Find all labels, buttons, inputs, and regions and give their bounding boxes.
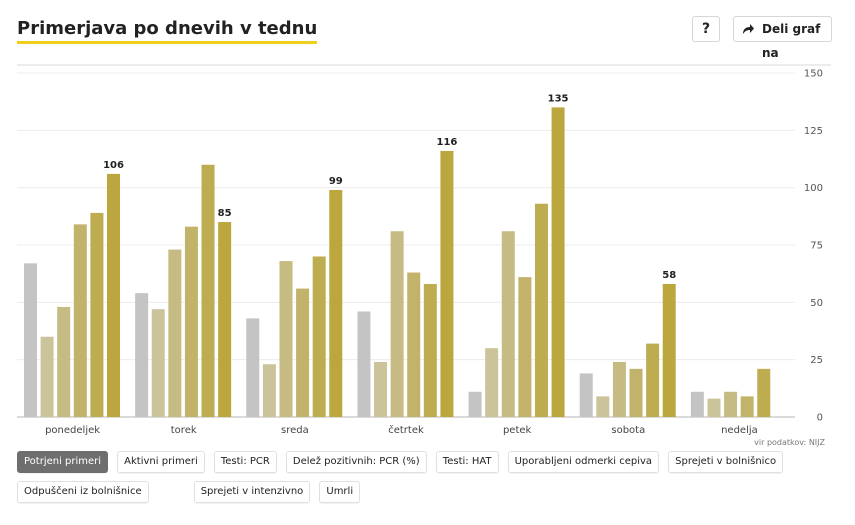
bar [757, 368, 771, 417]
tab-umrli[interactable]: Umrli [319, 481, 361, 503]
bar [184, 226, 198, 417]
bar [518, 277, 532, 417]
bar [485, 348, 499, 417]
bar [534, 203, 548, 417]
share-arrow-icon [742, 17, 754, 49]
y-tick-label: 150 [804, 69, 823, 80]
bar [201, 164, 215, 417]
tab-delez-pozitivnih-pcr[interactable]: Delež pozitivnih: PCR (%) [285, 451, 427, 473]
bar [151, 309, 165, 417]
bar [662, 283, 676, 417]
bar [724, 391, 738, 417]
tab-testi-hat[interactable]: Testi: HAT [435, 451, 499, 473]
x-tick-label: četrtek [388, 424, 424, 436]
y-tick-label: 50 [810, 298, 823, 309]
tab-aktivni-primeri[interactable]: Aktivni primeri [117, 451, 205, 473]
data-label: 99 [329, 176, 343, 187]
bar [707, 398, 721, 417]
bar [312, 256, 326, 417]
bar [24, 263, 37, 417]
bar [579, 373, 593, 417]
bar [168, 249, 182, 417]
bar [135, 293, 149, 417]
chart-title: Primerjava po dnevih v tednu [17, 18, 318, 44]
share-button-label: Deli graf na [762, 22, 821, 60]
chart-labels: 0 25 50 75 100 125 150 106 ponedeljek 85 torek 99 sr… [45, 69, 823, 437]
bar [374, 361, 388, 417]
data-label: 116 [436, 137, 457, 148]
y-tick-label: 75 [810, 241, 823, 252]
bar [646, 343, 660, 417]
bar [629, 368, 643, 417]
bar [357, 311, 371, 417]
share-button[interactable]: Deli graf na [733, 16, 832, 60]
bar [596, 396, 610, 417]
data-label: 106 [103, 160, 124, 171]
metric-tabs: Potrjeni primeri Aktivni primeri Testi: … [17, 451, 817, 511]
bar [296, 288, 310, 417]
chart-bars [24, 107, 771, 418]
x-tick-label: petek [503, 425, 532, 436]
tab-potrjeni-primeri[interactable]: Potrjeni primeri [17, 451, 109, 473]
bar [690, 391, 704, 417]
x-tick-label: sreda [281, 425, 309, 436]
tab-odpusceni-iz-bolnisnice[interactable]: Odpuščeni iz bolnišnice [17, 481, 149, 503]
y-tick-label: 100 [804, 183, 823, 194]
tab-uporabljeni-odmerki-cepiva[interactable]: Uporabljeni odmerki cepiva [507, 451, 660, 473]
bar [218, 222, 232, 417]
bar [329, 189, 343, 417]
bar [90, 212, 104, 417]
y-tick-label: 25 [810, 355, 823, 366]
bar [262, 364, 276, 417]
x-tick-label: sobota [611, 425, 645, 436]
bar [246, 318, 260, 417]
bar [40, 336, 54, 417]
data-label: 85 [218, 208, 232, 219]
bar [107, 173, 120, 417]
bar [501, 231, 515, 417]
bar [740, 396, 754, 417]
tab-sprejeti-v-intenzivno[interactable]: Sprejeti v intenzivno [193, 481, 311, 503]
bar [390, 231, 404, 417]
bar-chart: 0 25 50 75 100 125 150 106 ponedeljek 85 torek 99 sr… [17, 64, 831, 437]
bar [279, 261, 293, 417]
x-tick-label: nedelja [721, 425, 758, 436]
data-source-label: vir podatkov: NIJZ [754, 438, 825, 447]
x-tick-label: ponedeljek [45, 425, 100, 436]
bar [57, 306, 71, 417]
y-tick-label: 125 [804, 126, 823, 137]
bar [423, 283, 437, 417]
data-label: 135 [548, 93, 569, 104]
tab-testi-pcr[interactable]: Testi: PCR [213, 451, 277, 473]
x-tick-label: torek [171, 425, 197, 436]
bar [612, 361, 626, 417]
bar [73, 224, 87, 417]
help-button[interactable]: ? [692, 16, 720, 42]
bar [440, 150, 454, 417]
data-label: 58 [662, 270, 676, 281]
tab-sprejeti-v-bolnisnico[interactable]: Sprejeti v bolnišnico [668, 451, 784, 473]
bar [407, 272, 421, 417]
y-tick-label: 0 [817, 413, 823, 424]
bar [468, 391, 482, 417]
bar [551, 107, 565, 418]
